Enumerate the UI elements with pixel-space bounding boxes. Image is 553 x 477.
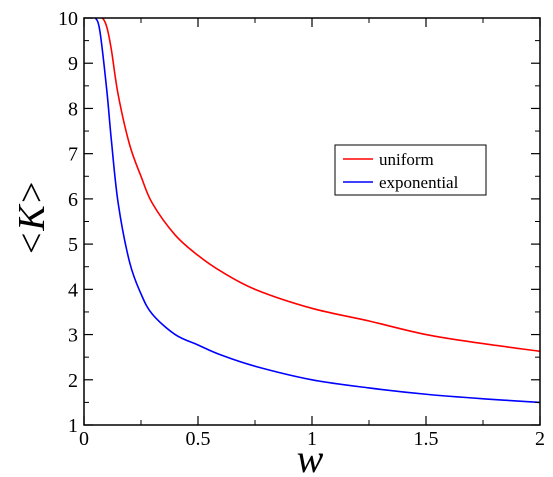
- y-tick-label: 8: [68, 98, 78, 120]
- y-tick-label: 10: [58, 8, 78, 30]
- series-layer: [90, 18, 540, 404]
- legend-box: [334, 144, 487, 196]
- plot-frame: [83, 17, 541, 426]
- legend-label-exponential: exponential: [379, 173, 459, 192]
- x-tick-label: 1: [307, 428, 317, 450]
- tick-layer: 0 0.5 1 1.5 2 1 2 3 4 5 6 7 8 9 10: [58, 8, 545, 450]
- x-tick-label: 1.5: [414, 428, 439, 450]
- y-axis-label: <K>: [11, 180, 53, 257]
- y-tick-label: 9: [68, 53, 78, 75]
- y-tick-label: 6: [68, 189, 78, 211]
- legend: uniform exponential: [334, 144, 487, 196]
- x-tick-label: 0: [79, 428, 89, 450]
- legend-label-uniform: uniform: [379, 150, 434, 169]
- y-tick-label: 4: [68, 279, 78, 301]
- series-line-exponential: [90, 18, 540, 404]
- y-tick-label: 3: [68, 325, 78, 347]
- y-tick-label: 7: [68, 144, 78, 166]
- series-line-uniform: [95, 18, 540, 353]
- x-axis-label: w: [297, 436, 324, 477]
- x-tick-label: 2: [535, 428, 545, 450]
- y-tick-label: 5: [68, 234, 78, 256]
- y-tick-label: 2: [68, 370, 78, 392]
- y-tick-label: 1: [68, 415, 78, 437]
- x-tick-label: 0.5: [186, 428, 211, 450]
